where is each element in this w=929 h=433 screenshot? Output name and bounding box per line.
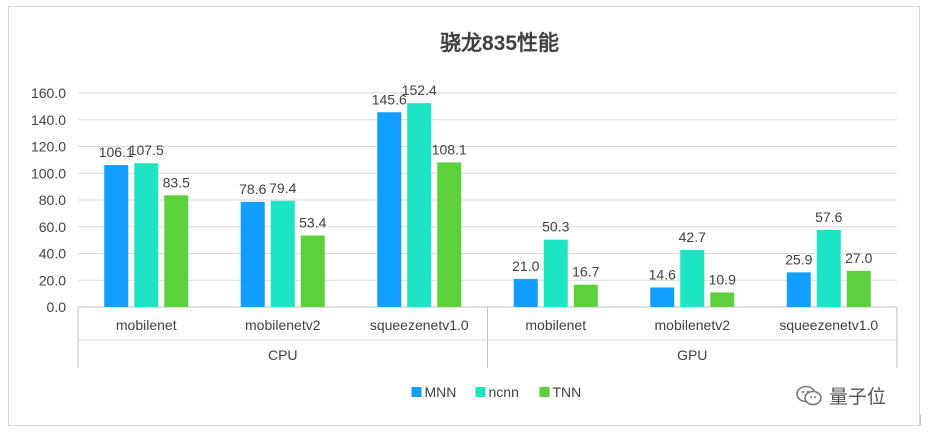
y-tick-label: 80.0 [39,192,66,208]
data-label: 145.6 [372,91,407,107]
data-label: 106.1 [99,144,134,160]
bar-ncnn [680,249,705,307]
watermark: 量子位 [795,382,886,409]
bar-tnn [437,162,462,307]
bar-mnn [377,112,402,307]
chart-frame [8,6,920,426]
bar-ncnn [407,103,432,307]
y-tick-label: 0.0 [47,299,67,315]
data-label: 14.6 [649,266,676,282]
legend-label: ncnn [489,384,519,400]
bar-ncnn [270,200,295,307]
x-group-label: GPU [677,347,707,363]
legend-swatch [475,387,486,397]
data-label: 53.4 [299,215,326,231]
bar-tnn [846,270,871,307]
legend-label: TNN [553,384,582,400]
data-label: 10.9 [709,271,736,287]
x-group-label: CPU [268,347,298,363]
data-label: 21.0 [512,258,539,274]
data-label: 79.4 [269,180,296,196]
legend-swatch [411,387,422,397]
y-tick-label: 140.0 [31,112,66,128]
data-label: 57.6 [815,209,842,225]
x-category-label: mobilenetv2 [245,317,321,333]
x-category-label: mobilenet [116,317,177,333]
y-tick-label: 20.0 [39,272,66,288]
bar-tnn [300,235,325,307]
legend-swatch [539,387,550,397]
bar-mnn [240,201,265,307]
data-label: 27.0 [845,250,872,266]
legend-label: MNN [425,384,457,400]
chart-title: 骁龙835性能 [440,31,559,55]
data-label: 107.5 [129,142,164,158]
bar-ncnn [816,229,841,307]
bar-tnn [710,292,735,307]
data-label: 78.6 [239,181,266,197]
x-category-label: mobilenetv2 [655,317,731,333]
bar-tnn [573,284,598,307]
bar-ncnn [134,163,159,307]
bar-ncnn [543,239,568,307]
bar-tnn [164,195,189,307]
data-label: 50.3 [542,219,569,235]
y-tick-label: 160.0 [31,85,66,101]
data-label: 25.9 [785,251,812,267]
corner-mark [920,415,927,425]
y-tick-label: 100.0 [31,165,66,181]
watermark-text: 量子位 [829,386,887,408]
data-label: 16.7 [572,264,599,280]
y-tick-label: 60.0 [39,219,66,235]
data-label: 108.1 [432,141,467,157]
y-tick-label: 40.0 [39,246,66,262]
data-label: 152.4 [402,82,437,98]
x-category-label: mobilenet [525,317,586,333]
y-tick-label: 120.0 [31,139,66,155]
bar-mnn [104,165,129,307]
bar-mnn [650,287,675,307]
data-label: 83.5 [163,174,190,190]
bar-mnn [786,272,811,307]
wechat-icon [796,385,822,405]
x-category-label: squeezenetv1.0 [779,317,878,333]
x-category-label: squeezenetv1.0 [370,317,469,333]
data-label: 42.7 [679,229,706,245]
bar-mnn [513,278,538,307]
